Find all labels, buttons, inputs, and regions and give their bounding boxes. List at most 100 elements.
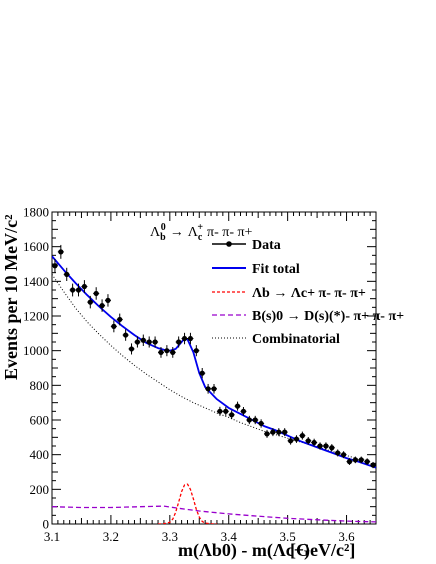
data-point	[281, 428, 288, 437]
legend-lambdab-label: Λb → Λc+ π- π- π+	[252, 286, 366, 301]
x-tick-label: 3.1	[44, 529, 60, 544]
data-marker	[64, 271, 70, 277]
data-marker	[187, 335, 194, 342]
data-point	[364, 458, 371, 465]
data-point	[311, 438, 318, 447]
y-tick-label: 800	[30, 378, 50, 393]
data-marker	[329, 445, 335, 451]
data-point	[211, 383, 217, 394]
data-marker	[199, 370, 205, 376]
data-marker	[81, 283, 87, 290]
legend-fit-label: Fit total	[252, 262, 300, 277]
data-point	[246, 415, 253, 425]
b-s-curve	[52, 505, 376, 523]
data-marker	[164, 348, 170, 354]
data-marker	[58, 249, 64, 255]
data-marker	[358, 457, 364, 463]
y-axis: 0 200 400 600 800 1000 1200 1400 1600 1800	[23, 205, 376, 532]
data-marker	[217, 408, 223, 414]
data-point	[370, 461, 377, 469]
legend-data-label: Data	[252, 238, 281, 253]
data-marker	[229, 412, 235, 418]
data-point	[169, 347, 176, 358]
x-axis: 3.1 3.2 3.3 3.4 3.5 3.6	[44, 212, 377, 544]
data-point	[205, 383, 212, 394]
legend-item-data: Data	[212, 238, 281, 253]
y-axis-title: Events per 10 MeV/c²	[1, 214, 21, 380]
data-marker	[246, 417, 252, 423]
lambda-b-curve	[157, 483, 217, 524]
data-point	[128, 343, 135, 355]
data-point	[69, 283, 76, 297]
data-point	[240, 407, 247, 416]
data-points	[51, 244, 377, 469]
data-marker	[87, 299, 93, 305]
data-point	[110, 320, 117, 333]
x-tick-label: 3.2	[103, 529, 119, 544]
x-axis-title: m(Λb0) - m(Λc+)	[178, 540, 310, 561]
data-marker	[323, 443, 329, 449]
data-marker	[170, 349, 176, 355]
data-marker	[128, 346, 135, 352]
data-marker	[117, 316, 123, 323]
legend-comb-label: Combinatorial	[252, 332, 340, 347]
data-marker	[176, 339, 182, 345]
combinatorial-curve	[52, 274, 376, 466]
data-marker	[299, 433, 305, 439]
legend-bs-label: B(s)0 → D(s)(*)- π+ π- π+	[252, 309, 404, 324]
x-axis-unit: [GeV/c²]	[290, 540, 355, 560]
data-point	[87, 295, 94, 309]
data-point	[63, 267, 70, 281]
data-marker	[70, 287, 76, 293]
data-point	[99, 299, 106, 312]
data-marker	[293, 436, 300, 442]
data-point	[287, 436, 294, 445]
x-tick-label: 3.6	[338, 529, 355, 544]
data-marker	[317, 443, 323, 449]
y-tick-label: 1400	[23, 274, 49, 289]
data-point	[334, 449, 341, 457]
data-marker	[240, 408, 247, 414]
data-marker	[99, 303, 105, 309]
data-point	[328, 444, 335, 452]
x-tick-label: 3.4	[221, 529, 238, 544]
data-marker	[146, 339, 152, 345]
data-marker	[111, 323, 117, 329]
data-point	[222, 406, 229, 416]
y-tick-label: 400	[30, 447, 50, 462]
y-tick-label: 1600	[23, 239, 49, 254]
data-marker	[211, 386, 217, 392]
data-marker	[52, 263, 58, 269]
y-tick-label: 0	[43, 517, 50, 532]
data-marker	[181, 335, 188, 342]
legend-item-lambda-b: Λb → Λc+ π- π- π+	[212, 286, 366, 301]
data-point	[275, 428, 282, 437]
data-marker	[370, 462, 376, 468]
data-point	[93, 287, 100, 300]
data-point	[216, 406, 223, 416]
data-marker	[223, 408, 229, 414]
data-point	[228, 410, 235, 420]
data-marker	[335, 450, 341, 456]
data-point	[234, 401, 241, 411]
data-point	[140, 334, 147, 346]
data-point	[352, 456, 359, 464]
data-point	[317, 442, 324, 450]
data-point	[81, 280, 88, 293]
data-marker	[311, 439, 317, 446]
legend-item-combinatorial: Combinatorial	[212, 332, 340, 347]
x-tick-label: 3.5	[280, 529, 296, 544]
data-marker	[282, 429, 288, 435]
data-marker	[305, 438, 311, 444]
data-point	[157, 347, 164, 358]
data-point	[358, 456, 365, 464]
y-tick-label: 1200	[23, 309, 49, 324]
data-point	[122, 329, 129, 341]
chart-title: Λb0 → Λc+ π- π- π+	[150, 222, 253, 243]
data-point	[116, 313, 123, 326]
data-point	[269, 428, 276, 437]
data-point	[193, 345, 200, 357]
data-point	[299, 431, 306, 440]
fit-curves	[52, 255, 376, 524]
